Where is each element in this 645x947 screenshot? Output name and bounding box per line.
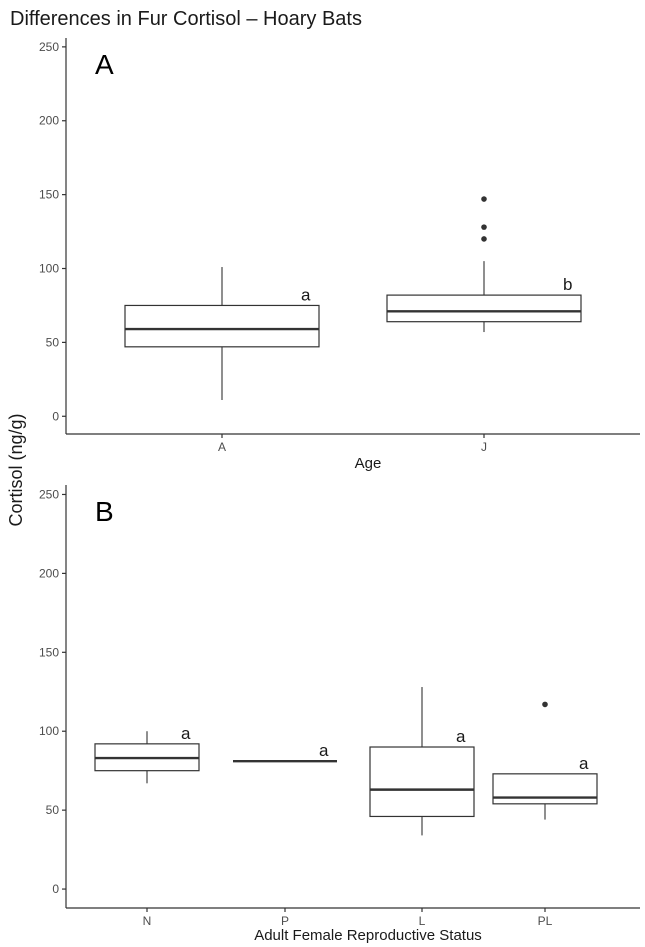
- box-L: [369, 746, 475, 818]
- outlier-point: [481, 236, 487, 242]
- y-tick-label: 50: [46, 803, 60, 817]
- y-tick-label: 200: [39, 566, 59, 580]
- chart-title: Differences in Fur Cortisol – Hoary Bats: [10, 8, 362, 30]
- y-tick-label: 250: [39, 487, 59, 501]
- significance-letter: a: [456, 727, 466, 746]
- y-tick-label: 150: [39, 188, 59, 202]
- y-axis-label: Cortisol (ng/g): [6, 413, 26, 526]
- significance-letter: a: [301, 285, 311, 304]
- y-tick-label: 0: [52, 882, 59, 896]
- significance-letter: a: [319, 741, 329, 760]
- panel-a: 0 50 100 150 200 250 A J Age Aa b: [39, 38, 640, 472]
- panel-label: A: [95, 49, 114, 80]
- outlier-point: [481, 196, 487, 202]
- x-tick-label: P: [281, 914, 289, 928]
- y-tick-label: 0: [52, 409, 59, 423]
- box-J: [386, 294, 582, 323]
- y-tick-label: 250: [39, 40, 59, 54]
- significance-letter: a: [579, 754, 589, 773]
- y-tick-label: 50: [46, 335, 60, 349]
- y-tick-label: 100: [39, 262, 59, 276]
- x-tick-label: N: [143, 914, 152, 928]
- y-tick-label: 200: [39, 114, 59, 128]
- x-tick-label: L: [419, 914, 426, 928]
- y-tick-label: 150: [39, 645, 59, 659]
- box-PL: [492, 773, 598, 805]
- panel-label: B: [95, 496, 114, 527]
- x-tick-label: PL: [538, 914, 553, 928]
- x-axis-label: Adult Female Reproductive Status: [254, 927, 482, 944]
- outlier-point: [481, 224, 487, 230]
- x-tick-label: A: [218, 440, 226, 454]
- x-axis-label: Age: [355, 455, 382, 472]
- outlier-point: [542, 701, 548, 708]
- y-tick-label: 100: [39, 724, 59, 738]
- x-tick-label: J: [481, 440, 487, 454]
- significance-letter: a: [181, 724, 191, 743]
- box-A: [124, 304, 320, 348]
- significance-letter: b: [563, 275, 572, 294]
